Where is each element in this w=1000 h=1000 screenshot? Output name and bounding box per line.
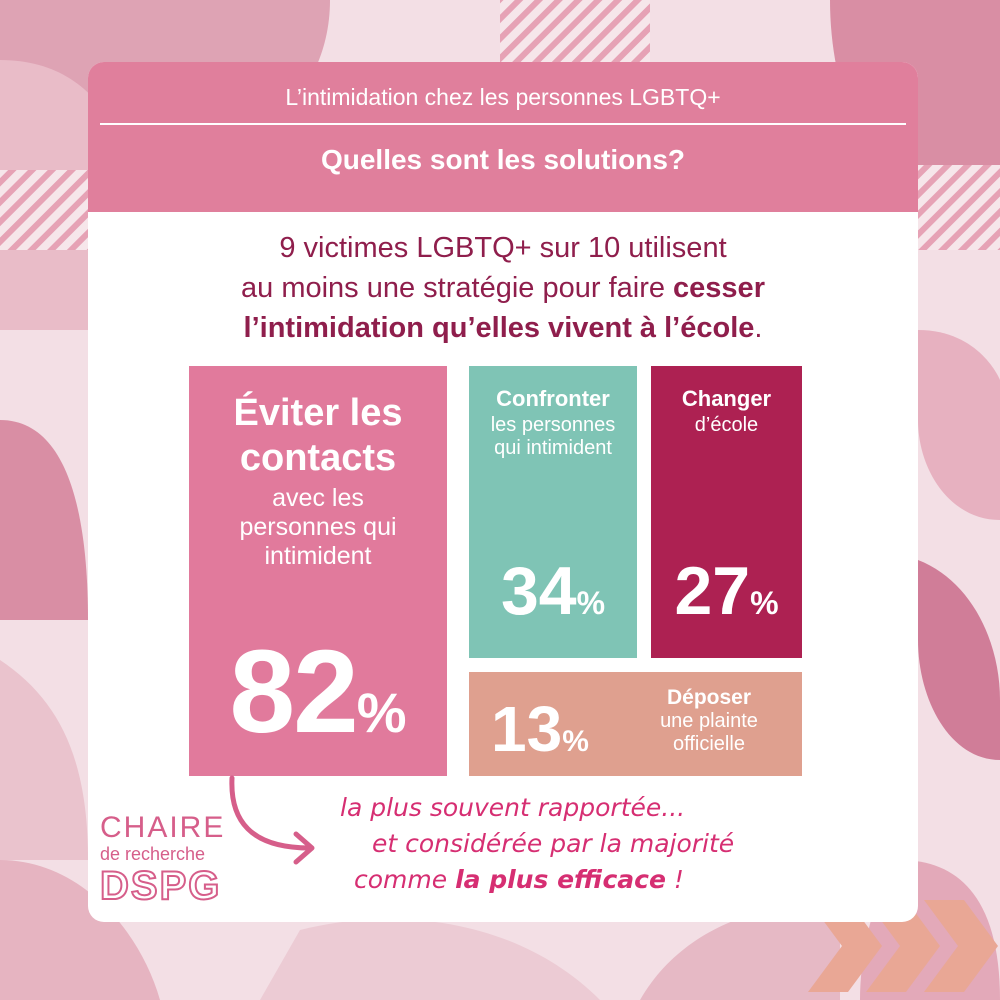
stat-number-change: 27 bbox=[674, 553, 751, 629]
note-line-3-c: ! bbox=[665, 865, 684, 894]
headline-line-2-text: au moins une stratégie pour faire bbox=[241, 272, 674, 304]
stat-number-confront: 34 bbox=[500, 553, 577, 629]
headline-line-2: au moins une stratégie pour faire cesser bbox=[108, 268, 898, 308]
stat-box-change-school: Changer d’école 27% bbox=[651, 366, 802, 658]
curved-arrow-icon bbox=[229, 775, 315, 865]
stat-sub-change: d’école bbox=[694, 414, 759, 436]
header-banner: L’intimidation chez les personnes LGBTQ+… bbox=[88, 62, 918, 212]
note-emphasis: la plus efficace bbox=[455, 865, 666, 894]
banner-kicker: L’intimidation chez les personnes LGBTQ+ bbox=[285, 84, 721, 110]
stat-sub-avoid-line-1: avec les bbox=[272, 484, 364, 512]
stat-label-change: Changer bbox=[681, 386, 772, 411]
stat-label-complaint: Déposer bbox=[666, 686, 752, 709]
logo-line-1: CHAIRE bbox=[100, 811, 226, 844]
note-line-2: et considérée par la majorité bbox=[372, 829, 735, 858]
logo-line-2: de recherche bbox=[100, 844, 206, 864]
stat-box-avoid-contacts: Éviter les contacts avec les personnes q… bbox=[189, 366, 447, 776]
stat-box-file-complaint: 13% Déposer une plainte officielle bbox=[469, 672, 802, 776]
stat-value-confront: 34% bbox=[469, 552, 637, 630]
stat-unit-change: % bbox=[750, 585, 779, 621]
stat-label-avoid-line-2: contacts bbox=[239, 437, 397, 479]
stat-label-avoid-line-1: Éviter les bbox=[233, 392, 403, 434]
stat-unit-complaint: % bbox=[562, 725, 589, 758]
stat-value-avoid: 82% bbox=[189, 624, 447, 760]
headline-emphasis-line-3: l’intimidation qu’elles vivent à l’école bbox=[243, 312, 755, 344]
stat-sub-confront-line-2: qui intimident bbox=[494, 437, 612, 459]
headline-emphasis-cesser: cesser bbox=[673, 272, 765, 304]
banner-title: Quelles sont les solutions? bbox=[320, 144, 686, 175]
stat-sub-confront-line-1: les personnes bbox=[490, 414, 616, 436]
stat-number-avoid: 82 bbox=[229, 626, 358, 758]
stat-box-confront: Confronter les personnes qui intimident … bbox=[469, 366, 637, 658]
stat-sub-avoid-line-2: personnes qui bbox=[239, 513, 397, 541]
headline: 9 victimes LGBTQ+ sur 10 utilisent au mo… bbox=[108, 228, 898, 348]
banner-divider bbox=[100, 123, 906, 125]
note-line-3: comme la plus efficace ! bbox=[340, 862, 860, 898]
stat-sub-avoid-line-3: intimident bbox=[264, 542, 372, 570]
headline-period: . bbox=[754, 312, 763, 344]
stat-number-complaint: 13 bbox=[491, 693, 563, 765]
chevrons-decoration bbox=[808, 900, 998, 992]
logo-line-3: DSPG bbox=[99, 863, 222, 909]
note-line-1: la plus souvent rapportée... bbox=[340, 793, 686, 822]
stat-sub-complaint-line-1: une plainte bbox=[660, 710, 758, 732]
stat-unit-avoid: % bbox=[356, 681, 407, 744]
stat-value-change: 27% bbox=[651, 552, 802, 630]
headline-line-1: 9 victimes LGBTQ+ sur 10 utilisent bbox=[279, 232, 727, 264]
stat-unit-confront: % bbox=[576, 585, 606, 621]
chaire-dspg-logo: CHAIRE de recherche DSPG bbox=[99, 811, 230, 910]
headline-line-3: l’intimidation qu’elles vivent à l’école… bbox=[108, 308, 898, 348]
stat-sub-complaint-line-2: officielle bbox=[673, 733, 745, 755]
handwritten-note: la plus souvent rapportée... et considér… bbox=[340, 790, 860, 898]
stat-value-complaint: 13% bbox=[491, 692, 589, 766]
note-line-3-a: comme bbox=[354, 865, 456, 894]
stat-text-complaint: Déposer une plainte officielle bbox=[634, 686, 784, 756]
stat-label-confront: Confronter bbox=[496, 386, 610, 411]
